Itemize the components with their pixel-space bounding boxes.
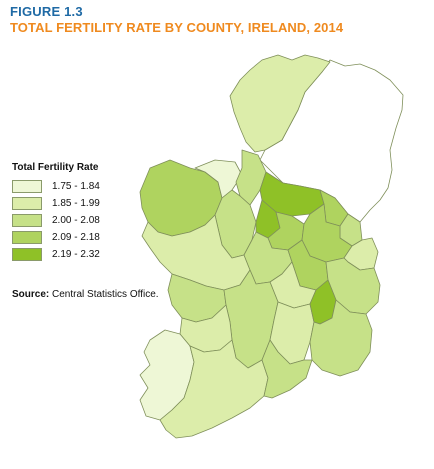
legend-label-2: 1.85 - 1.99 — [52, 198, 100, 209]
county-waterford[interactable] — [261, 339, 313, 399]
legend: Total Fertility Rate 1.75 - 1.84 1.85 - … — [12, 162, 172, 263]
legend-swatch-2 — [12, 197, 42, 210]
legend-label-5: 2.19 - 2.32 — [52, 249, 100, 260]
legend-item-4: 2.09 - 2.18 — [12, 229, 172, 246]
figure-title: TOTAL FERTILITY RATE BY COUNTY, IRELAND,… — [10, 20, 344, 35]
legend-item-5: 2.19 - 2.32 — [12, 246, 172, 263]
legend-title: Total Fertility Rate — [12, 162, 99, 173]
northern-ireland-region — [259, 59, 404, 223]
legend-swatch-5 — [12, 248, 42, 261]
legend-swatch-3 — [12, 214, 42, 227]
legend-swatch-4 — [12, 231, 42, 244]
county-donegal[interactable] — [229, 54, 331, 153]
legend-item-1: 1.75 - 1.84 — [12, 178, 172, 195]
county-cork[interactable] — [159, 339, 269, 439]
legend-label-1: 1.75 - 1.84 — [52, 181, 100, 192]
legend-item-3: 2.00 - 2.08 — [12, 212, 172, 229]
county-wexford[interactable] — [309, 299, 373, 377]
source-prefix: Source: — [12, 289, 50, 300]
legend-swatch-1 — [12, 180, 42, 193]
legend-label-4: 2.09 - 2.18 — [52, 232, 100, 243]
source-note: Source: Central Statistics Office. — [12, 289, 159, 300]
source-text: Central Statistics Office. — [52, 289, 159, 300]
legend-label-3: 2.00 - 2.08 — [52, 215, 100, 226]
figure-label: FIGURE 1.3 — [10, 4, 83, 19]
legend-item-2: 1.85 - 1.99 — [12, 195, 172, 212]
